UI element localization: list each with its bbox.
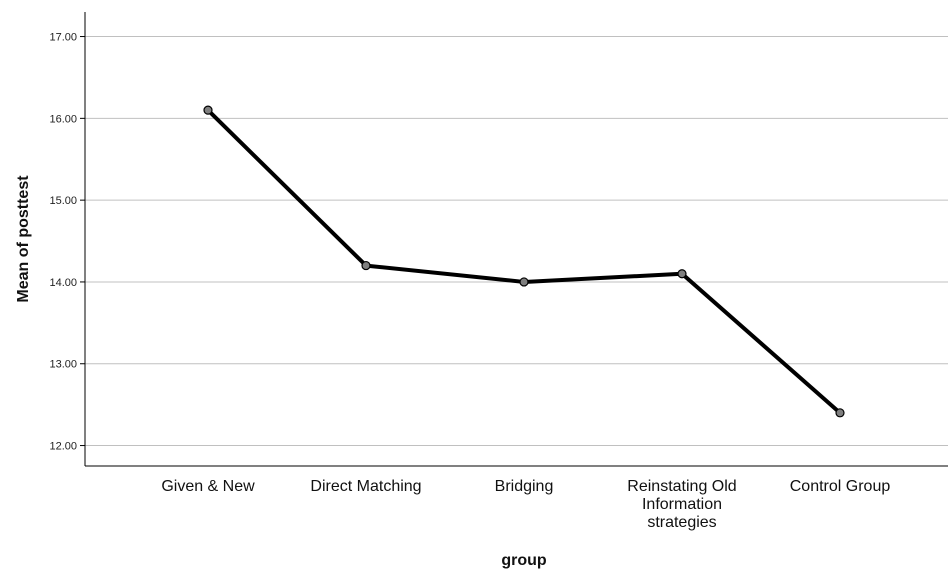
x-category-label: Reinstating Old Information strategies (627, 478, 736, 531)
y-tick-label: 15.00 (49, 195, 77, 207)
x-category-label-line: Reinstating Old (627, 478, 736, 495)
y-tick-label: 13.00 (49, 359, 77, 371)
x-category-label-line: Information (642, 496, 722, 513)
data-point-marker (361, 260, 371, 271)
y-tick-label: 17.00 (49, 32, 77, 44)
x-category-label: Direct Matching (310, 478, 421, 495)
x-category-label-line: Direct Matching (310, 478, 421, 495)
y-axis-title: Mean of posttest (15, 175, 32, 303)
y-axis-ticks: 12.00 13.00 14.00 15.00 16.00 17.00 (49, 32, 85, 453)
x-category-label-line: strategies (647, 514, 716, 531)
data-point-marker (519, 277, 529, 287)
x-category-label-line: Bridging (495, 478, 554, 495)
x-axis-categories: Given & New Direct Matching Bridging Reinst… (161, 478, 890, 531)
data-point-marker (677, 269, 687, 279)
x-axis-title: group (501, 552, 547, 569)
data-point-marker (835, 408, 845, 418)
x-category-label: Control Group (790, 478, 891, 495)
x-category-label: Given & New (161, 478, 255, 495)
series-group (203, 105, 845, 418)
x-category-label: Bridging (495, 478, 554, 495)
y-tick-label: 16.00 (49, 113, 77, 125)
x-category-label-line: Given & New (161, 478, 255, 495)
data-point-marker (203, 105, 213, 115)
series-line (206, 108, 842, 415)
y-tick-label: 12.00 (49, 441, 77, 453)
x-category-label-line: Control Group (790, 478, 891, 495)
gridlines (85, 36, 948, 447)
y-tick-label: 14.00 (49, 277, 77, 289)
